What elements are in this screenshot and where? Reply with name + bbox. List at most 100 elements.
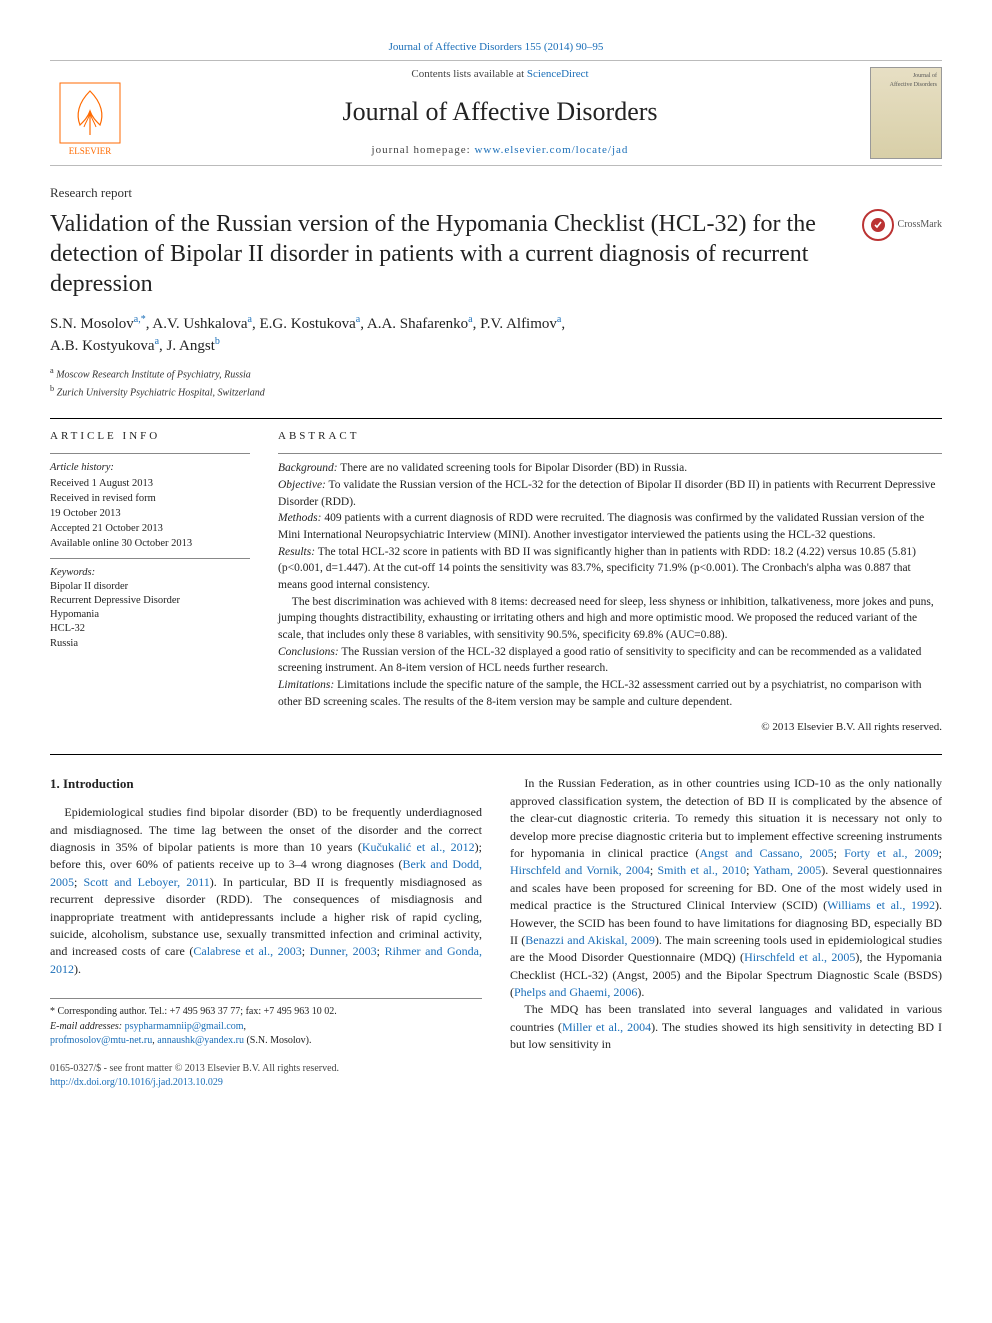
- divider: [50, 453, 250, 454]
- authors: S.N. Mosolova,*, A.V. Ushkalovaa, E.G. K…: [50, 313, 942, 357]
- email-link[interactable]: profmosolov@mtu-net.ru: [50, 1035, 152, 1046]
- sep: ,: [244, 1021, 247, 1032]
- abstract-conclusions: Conclusions: The Russian version of the …: [278, 644, 942, 677]
- citation-link[interactable]: Dunner, 2003: [310, 944, 377, 958]
- body-text: ;: [939, 846, 942, 860]
- homepage-link[interactable]: www.elsevier.com/locate/jad: [474, 144, 628, 156]
- citation-link[interactable]: Forty et al., 2009: [844, 846, 939, 860]
- authors-line-2: A.B. Kostyukovaa, J. Angstb: [50, 335, 942, 357]
- body-text: ;: [302, 944, 310, 958]
- abs-label: Background:: [278, 462, 338, 474]
- cover-label-top: Journal of: [890, 72, 937, 81]
- keyword: HCL-32: [50, 622, 250, 636]
- abs-label: Objective:: [278, 479, 326, 491]
- citation-link[interactable]: Angst and Cassano, 2005: [699, 846, 833, 860]
- citation-link[interactable]: Kučukalić et al., 2012: [362, 840, 475, 854]
- abstract-background: Background: There are no validated scree…: [278, 460, 942, 477]
- author-sep: , A.V. Ushkalova: [146, 316, 248, 332]
- history-item: Received in revised form: [50, 491, 250, 506]
- author-7: , J. Angst: [159, 338, 215, 354]
- crossmark-badge[interactable]: CrossMark: [862, 209, 942, 241]
- left-column: 1. Introduction Epidemiological studies …: [50, 775, 482, 1053]
- contents-prefix: Contents lists available at: [411, 68, 526, 80]
- history-label: Article history:: [50, 460, 250, 475]
- citation-link[interactable]: Scott and Leboyer, 2011: [83, 875, 209, 889]
- homepage-prefix: journal homepage:: [372, 144, 475, 156]
- aff-b-text: Zurich University Psychiatric Hospital, …: [57, 387, 265, 398]
- body-paragraph: In the Russian Federation, as in other c…: [510, 775, 942, 1001]
- citation-link[interactable]: Calabrese et al., 2003: [193, 944, 301, 958]
- abs-text: The Russian version of the HCL-32 displa…: [278, 646, 921, 675]
- keyword: Hypomania: [50, 608, 250, 622]
- journal-name: Journal of Affective Disorders: [130, 93, 870, 131]
- citation-link[interactable]: Miller et al., 2004: [562, 1020, 651, 1034]
- author-2: , E.G. Kostukova: [252, 316, 356, 332]
- authors-line-1: S.N. Mosolova,*, A.V. Ushkalovaa, E.G. K…: [50, 313, 942, 335]
- publisher-logo: ELSEVIER: [50, 68, 130, 158]
- body-columns: 1. Introduction Epidemiological studies …: [50, 775, 942, 1053]
- issn-line: 0165-0327/$ - see front matter © 2013 El…: [50, 1062, 339, 1077]
- citation-link[interactable]: Yatham, 2005: [753, 863, 821, 877]
- abs-label: Limitations:: [278, 679, 334, 691]
- divider: [50, 558, 250, 559]
- page-root: Journal of Affective Disorders 155 (2014…: [0, 0, 992, 1131]
- body-text: ).: [74, 962, 81, 976]
- section-title: Introduction: [63, 776, 134, 791]
- abstract-heading: abstract: [278, 429, 942, 445]
- cover-label: Journal of Affective Disorders: [890, 72, 937, 89]
- body-paragraph: The MDQ has been translated into several…: [510, 1001, 942, 1053]
- email-link[interactable]: psypharmamniip@gmail.com: [125, 1021, 244, 1032]
- author-1: S.N. Mosolov: [50, 316, 134, 332]
- divider: [278, 453, 942, 454]
- citation-link[interactable]: Hirschfeld and Vornik, 2004: [510, 863, 650, 877]
- history-item: Accepted 21 October 2013: [50, 521, 250, 536]
- publisher-name: ELSEVIER: [69, 145, 112, 158]
- keywords-label: Keywords:: [50, 565, 250, 580]
- aff-sup[interactable]: b: [215, 336, 220, 347]
- aff-a-text: Moscow Research Institute of Psychiatry,…: [56, 369, 251, 380]
- corresponding-author: * Corresponding author. Tel.: +7 495 963…: [50, 1005, 482, 1020]
- abs-text: Limitations include the specific nature …: [278, 679, 922, 708]
- citation-link[interactable]: Smith et al., 2010: [657, 863, 746, 877]
- abs-label: Conclusions:: [278, 646, 339, 658]
- history-item: 19 October 2013: [50, 506, 250, 521]
- history-item: Received 1 August 2013: [50, 476, 250, 491]
- author-sep: ,: [561, 316, 565, 332]
- citation-link[interactable]: Hirschfeld et al., 2005: [744, 950, 855, 964]
- abstract-limitations: Limitations: Limitations include the spe…: [278, 677, 942, 710]
- homepage-line: journal homepage: www.elsevier.com/locat…: [130, 143, 870, 159]
- citation-link[interactable]: Benazzi and Akiskal, 2009: [525, 933, 655, 947]
- contents-line: Contents lists available at ScienceDirec…: [130, 67, 870, 83]
- divider: [50, 754, 942, 755]
- abs-text: There are no validated screening tools f…: [338, 462, 688, 474]
- abstract: abstract Background: There are no valida…: [278, 429, 942, 736]
- divider: [50, 418, 942, 419]
- citation-link[interactable]: Williams et al., 1992: [827, 898, 935, 912]
- citation-link[interactable]: Phelps and Ghaemi, 2006: [514, 985, 637, 999]
- crossmark-label: CrossMark: [898, 218, 942, 233]
- info-abstract-row: article info Article history: Received 1…: [50, 429, 942, 736]
- body-text: ;: [377, 944, 385, 958]
- top-citation: Journal of Affective Disorders 155 (2014…: [50, 40, 942, 56]
- article-type: Research report: [50, 184, 942, 203]
- sciencedirect-link[interactable]: ScienceDirect: [527, 68, 589, 80]
- doi-link[interactable]: http://dx.doi.org/10.1016/j.jad.2013.10.…: [50, 1077, 223, 1088]
- email-link[interactable]: annaushk@yandex.ru: [157, 1035, 244, 1046]
- top-citation-link[interactable]: Journal of Affective Disorders 155 (2014…: [389, 41, 604, 53]
- crossmark-icon: [862, 209, 894, 241]
- email-line: E-mail addresses: psypharmamniip@gmail.c…: [50, 1020, 482, 1035]
- article-info: article info Article history: Received 1…: [50, 429, 250, 736]
- article-title: Validation of the Russian version of the…: [50, 209, 862, 299]
- affiliations: a Moscow Research Institute of Psychiatr…: [50, 365, 942, 401]
- history-item: Available online 30 October 2013: [50, 536, 250, 551]
- info-heading: article info: [50, 429, 250, 445]
- copyright-line: © 2013 Elsevier B.V. All rights reserved…: [278, 720, 942, 736]
- abs-text: The total HCL-32 score in patients with …: [278, 546, 916, 591]
- author-3: , A.A. Shafarenko: [360, 316, 468, 332]
- keyword: Bipolar II disorder: [50, 580, 250, 594]
- keywords-list: Bipolar II disorder Recurrent Depressive…: [50, 580, 250, 651]
- email-label: E-mail addresses:: [50, 1021, 122, 1032]
- body-text: ;: [834, 846, 844, 860]
- title-row: Validation of the Russian version of the…: [50, 209, 942, 299]
- section-number: 1.: [50, 776, 60, 791]
